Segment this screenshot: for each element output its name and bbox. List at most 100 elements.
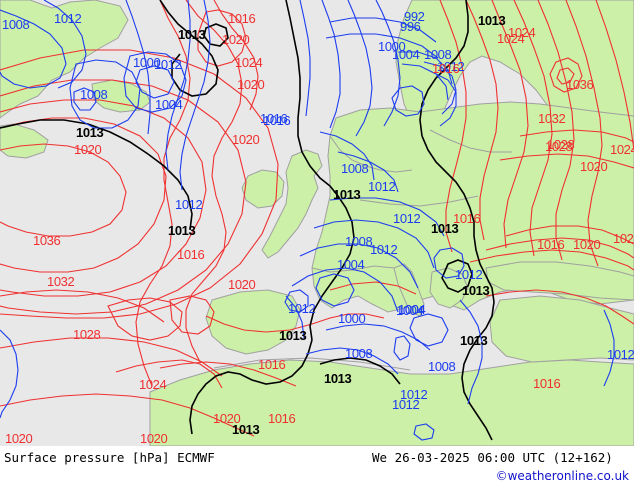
isobar-label: 1020 [74,142,102,157]
land-iberia [205,289,301,355]
isobar-1008-med [325,323,431,351]
isobar-1012-nsea [337,151,399,193]
isobar-1008-ionian-closed [409,313,449,347]
pressure-contour-svg [0,0,634,446]
isobar-label: 1013 [431,221,459,236]
isobar-label: 1016 [177,247,205,262]
isobar-1004-centre-atl [73,87,97,111]
isobar-label: 1036 [566,77,594,92]
isobar-label: 996 [400,19,421,34]
isobar-1020-africa-s [0,393,255,437]
isobar-label: 1004 [398,302,426,317]
coast-north-sea [329,135,413,173]
isobar-1008-ne-atl [123,51,187,113]
isobar-label: 1016 [263,113,291,128]
isobar-label: 1013 [168,223,196,238]
isobar-label: 1008 [428,359,456,374]
isobar-1020-azores [0,49,279,319]
isobar-1032-azores [0,117,167,273]
isobar-1004-ne-atl [135,65,175,99]
isobar-1013-closed-n [203,23,229,47]
isobar-label: 1008 [345,346,373,361]
isobar-1012-nw [43,0,87,89]
isobar-1028-azores [0,99,207,297]
isobar-label: 1008 [341,161,369,176]
isobar-label: 1016 [260,111,288,126]
isobar-label: 1020 [237,77,265,92]
isobar-label: 1013 [462,283,490,298]
isobar-label: 1012 [154,57,182,72]
isobar-1004-ceurope [299,243,419,289]
isobar-label: 1004 [396,303,424,318]
isobar-label: 1016 [533,376,561,391]
isobar-label: 1012 [393,211,421,226]
isobar-label: 1024 [497,31,525,46]
isobar-label: 1020 [213,411,241,426]
isobar-1028-eastlabel [519,129,634,143]
isobar-1008-centre-atl [69,59,141,129]
isobar-1013-france [309,185,355,341]
isobar-label: 1016 [537,237,565,252]
isobar-label: 1004 [392,47,420,62]
isobars-high [0,0,634,437]
map-canvas: 1008 1012 1013 1016 1024 992 996 1000 1004 1008 10… [0,0,634,446]
isobar-label: 1013 [333,187,361,202]
isobar-label: 1000 [378,39,406,54]
chart-title: Surface pressure [hPa] ECMWF [4,450,215,465]
isobar-1036-azores [0,143,127,237]
isobar-label: 1024 [235,55,263,70]
isobar-label: 1004 [398,302,426,317]
isobar-label: 1013 [460,333,488,348]
isobar-label: 1016 [228,11,256,26]
border-internal-2 [359,195,479,207]
isobar-label: 1028 [545,139,573,154]
isobar-label: 1004 [155,97,183,112]
isobar-1016-east [469,249,634,271]
isobar-1012-levant [459,299,483,405]
isobar-1012-sw-edge [0,329,19,419]
isobar-1012-greece-closed [433,247,465,279]
isobar-1008-nsea [319,131,375,181]
isobar-label: 1024 [139,377,167,392]
land-masses [0,0,634,446]
isobar-1040-russia [595,0,634,151]
isobar-label: 1012 [368,179,396,194]
isobar-1020-russia-w [465,0,499,241]
isobar-label: 1012 [288,301,316,316]
isobar-1024-russia [491,0,529,249]
isobar-1012-iberia-closed [284,289,309,313]
isobar-1013-greece-closed [441,259,473,293]
isobar-996-norwsea [325,33,439,59]
isobar-label: 1032 [47,274,75,289]
isobar-1012-scand [435,73,457,127]
isobar-1004-norwsea [347,0,373,137]
isobar-1000-alps-closed [315,273,355,307]
isobar-label: 1012 [400,387,428,402]
isobar-1013-africa [189,339,313,435]
isobar-label: 1013 [279,328,307,343]
isobar-label: 1013 [324,371,352,386]
isobar-label: 1016 [453,211,481,226]
isobar-1016-russia-w [439,0,467,253]
isobar-label: 1020 [222,32,250,47]
isobar-1008-scand [423,61,457,115]
isobar-1000-norwsea [375,0,401,127]
isobar-1024-closed [197,9,247,67]
isobar-label: 1004 [337,257,365,272]
isobar-label: 1008 [424,47,452,62]
isobar-label: 1020 [140,431,168,446]
isobars-low [0,0,615,441]
isobar-label: 1020 [228,277,256,292]
valid-datetime: We 26-03-2025 06:00 UTC (12+162) [372,450,613,465]
border-internal-1 [429,129,512,153]
isobar-1008-nw [0,9,67,89]
isobar-1024-east [505,225,634,245]
isobar-1032-russia [537,0,575,261]
isobar-label: 1013 [178,27,206,42]
isobar-label: 1013 [232,422,260,437]
copyright-credit: ©weatheronline.co.uk [495,469,629,483]
isobar-label: 1013 [478,13,506,28]
land-italy [393,263,425,317]
land-great-britain [261,149,323,259]
